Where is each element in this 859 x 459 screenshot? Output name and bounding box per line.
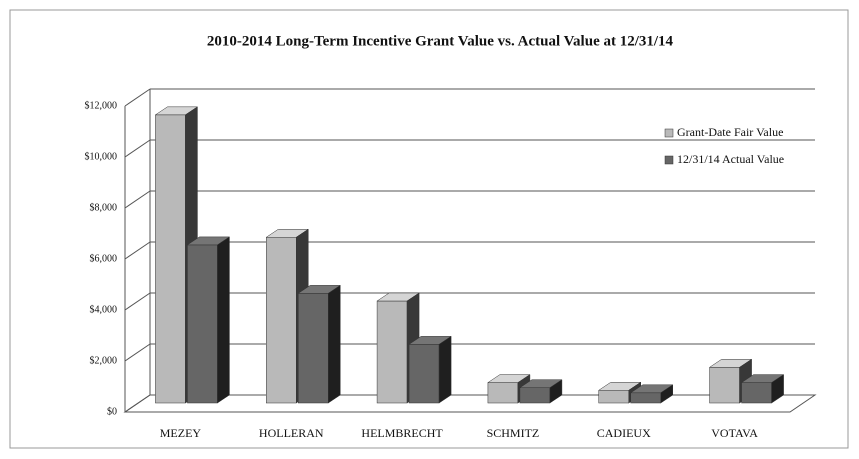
bar-front — [408, 344, 440, 404]
bar-front — [155, 114, 186, 404]
bar-front — [298, 293, 329, 404]
x-tick-label: HELMBRECHT — [361, 426, 443, 440]
grid-side — [124, 343, 151, 362]
x-tick-label: HOLLERAN — [259, 426, 324, 440]
grid-side — [124, 292, 151, 311]
legend-label: 12/31/14 Actual Value — [677, 152, 784, 166]
bar-side — [771, 374, 784, 404]
bar-front — [487, 382, 519, 404]
bar-front — [598, 390, 629, 404]
y-tick-label: $6,000 — [90, 253, 118, 264]
bar-side — [660, 384, 673, 404]
y-tick-label: $0 — [107, 406, 117, 417]
x-tick-label: CADIEUX — [597, 426, 651, 440]
grid-side — [124, 88, 151, 107]
chart-title: 2010-2014 Long-Term Incentive Grant Valu… — [207, 33, 674, 49]
legend-label: Grant-Date Fair Value — [677, 125, 783, 139]
bar-side — [549, 379, 563, 404]
grid-side — [124, 190, 151, 209]
grid-side — [124, 139, 151, 158]
y-tick-label: $4,000 — [90, 304, 118, 315]
bar-side — [217, 236, 230, 404]
x-tick-label: SCHMITZ — [487, 426, 540, 440]
y-tick-label: $10,000 — [85, 151, 118, 162]
grid-side — [124, 241, 151, 260]
bar-front — [519, 387, 551, 404]
bar-front — [709, 367, 740, 404]
legend-swatch — [664, 155, 674, 165]
grid-side — [124, 394, 151, 413]
bar-front — [187, 244, 218, 404]
bar-side — [438, 335, 452, 404]
bar-front — [266, 237, 297, 404]
legend-swatch — [664, 128, 674, 138]
y-tick-label: $8,000 — [90, 202, 118, 213]
bar-front — [376, 300, 408, 404]
y-tick-label: $12,000 — [85, 100, 118, 111]
bar-side — [328, 284, 341, 404]
bar-front — [741, 382, 772, 404]
x-tick-label: MEZEY — [160, 426, 202, 440]
x-tick-label: VOTAVA — [711, 426, 758, 440]
y-tick-label: $2,000 — [90, 355, 118, 366]
bar-front — [630, 392, 661, 404]
